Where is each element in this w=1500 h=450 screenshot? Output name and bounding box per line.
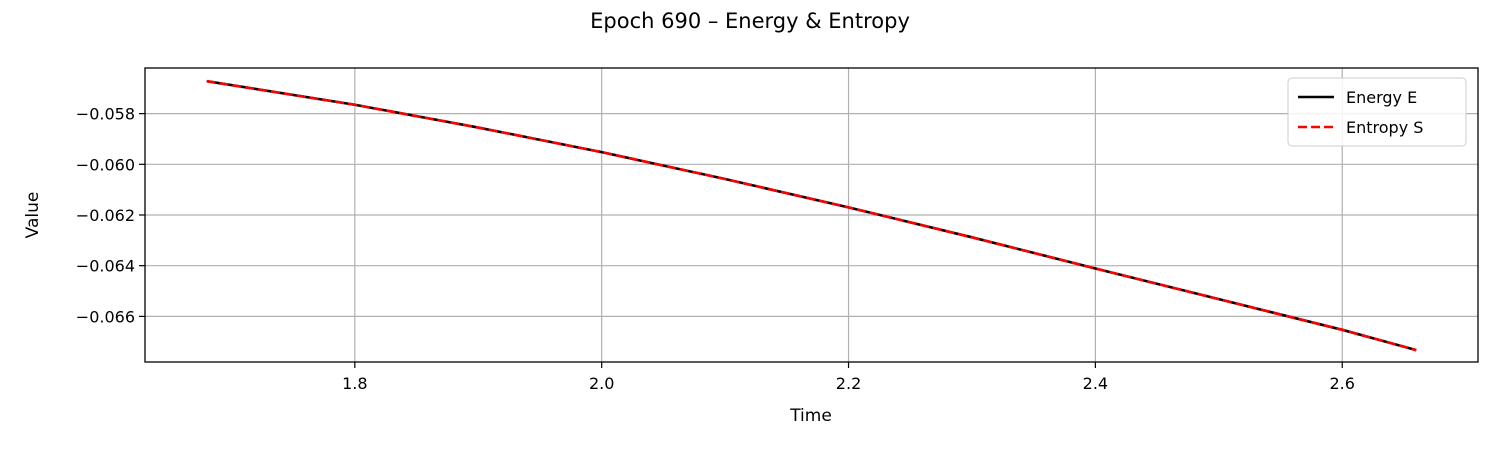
series-line-0 [206, 79, 1417, 352]
chart-title: Epoch 690 – Energy & Entropy [590, 9, 910, 33]
y-tick-label: −0.066 [76, 307, 135, 326]
ticks: 1.8 2.0 2.2 2.4 2.6 −0.058 −0.060 −0.062 −0.064 −… [76, 105, 1355, 393]
y-axis-label: Value [23, 192, 43, 239]
legend-label: Entropy S [1346, 118, 1423, 137]
grid [145, 68, 1478, 362]
y-tick-label: −0.064 [76, 257, 135, 276]
x-tick-label: 1.8 [342, 374, 367, 393]
x-axis-label: Time [789, 406, 832, 426]
y-tick-label: −0.060 [76, 155, 135, 174]
series-line-1 [206, 79, 1417, 352]
x-tick-label: 2.2 [836, 374, 861, 393]
legend: Energy E Entropy S [1287, 77, 1467, 147]
series-layer [206, 79, 1417, 352]
legend-label: Energy E [1346, 88, 1417, 107]
x-tick-label: 2.6 [1330, 374, 1355, 393]
y-tick-label: −0.058 [76, 105, 135, 124]
x-tick-label: 2.0 [589, 374, 614, 393]
legend-box [1287, 77, 1467, 147]
x-tick-label: 2.4 [1083, 374, 1108, 393]
y-tick-label: −0.062 [76, 206, 135, 225]
